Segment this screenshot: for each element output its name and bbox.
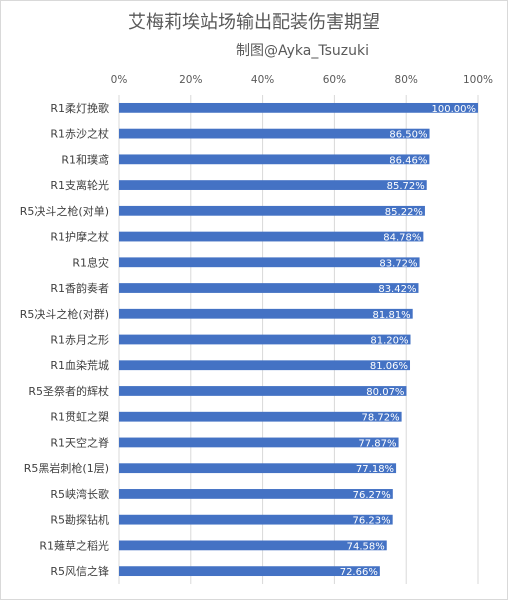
category-label: R1香韵奏者 [50, 281, 109, 295]
bar [119, 360, 411, 371]
data-label: 81.06% [370, 361, 408, 372]
data-label: 83.42% [378, 284, 416, 295]
data-labels: 100.00% 86.50% 86.46% 85.72% 85.22% 84.78% 83.… [340, 104, 476, 578]
x-tick-label: 40% [251, 74, 274, 86]
data-label: 85.22% [385, 207, 423, 218]
data-label: 76.27% [353, 490, 391, 501]
category-label: R5决斗之枪(对单) [20, 204, 109, 218]
bar [119, 386, 407, 396]
x-tick-label: 60% [323, 74, 346, 86]
data-label: 81.81% [373, 310, 411, 321]
category-label: R1护摩之杖 [50, 230, 109, 244]
data-label: 78.72% [361, 413, 399, 424]
data-label: 84.78% [383, 233, 421, 244]
category-label: R1息灾 [72, 255, 109, 269]
category-label: R5决斗之枪(对群) [20, 307, 109, 321]
bar [119, 411, 402, 422]
category-label: R1赤月之形 [50, 333, 109, 347]
x-tick-label: 0% [111, 74, 128, 86]
category-label: R5黑岩刺枪(1层) [24, 461, 109, 475]
category-label: R1赤沙之杖 [50, 127, 109, 141]
bar [119, 180, 427, 190]
bars [119, 102, 478, 577]
bar [119, 566, 380, 577]
category-label: R1柔灯挽歌 [50, 101, 109, 115]
bar [119, 231, 424, 242]
chart-subtitle: 制图@Ayka_Tsuzuki [236, 43, 369, 59]
data-label: 77.18% [356, 464, 394, 475]
data-label: 72.66% [340, 567, 378, 578]
x-tick-label: 20% [179, 74, 202, 86]
category-label: R5圣祭者的辉杖 [28, 384, 109, 398]
bar [119, 154, 430, 165]
category-label: R1支离轮光 [50, 178, 109, 192]
category-labels: R1柔灯挽歌 R1赤沙之杖 R1和璞鸢 R1支离轮光 R5决斗之枪(对单) R1护摩之杖 R… [20, 101, 109, 578]
data-label: 86.50% [389, 130, 427, 141]
chart-title: 艾梅莉埃站场输出配装伤害期望 [128, 12, 380, 33]
category-label: R1薙草之稻光 [39, 538, 109, 552]
x-tick-label: 80% [395, 74, 418, 86]
data-label: 81.20% [370, 336, 408, 347]
data-label: 76.23% [353, 516, 391, 527]
category-label: R1和璞鸢 [61, 152, 109, 166]
data-label: 77.87% [358, 438, 396, 449]
bar [119, 205, 425, 216]
category-label: R5风信之锋 [50, 564, 109, 578]
category-label: R1贯虹之槊 [50, 410, 109, 424]
category-label: R1血染荒城 [50, 358, 109, 372]
data-label: 100.00% [432, 104, 477, 115]
x-axis-ticks: 0% 20% 40% 60% 80% 100% [111, 74, 493, 86]
bar [119, 334, 411, 345]
data-label: 83.72% [379, 258, 417, 269]
bar [119, 514, 393, 525]
category-label: R5勘探钻机 [50, 513, 109, 527]
bar [119, 128, 430, 139]
bar [119, 283, 419, 293]
data-label: 85.72% [387, 181, 425, 192]
bar [119, 463, 397, 474]
bar [119, 102, 478, 113]
data-label: 86.46% [389, 155, 427, 166]
bar [119, 540, 387, 551]
x-tick-label: 100% [463, 74, 493, 86]
data-label: 74.58% [347, 541, 385, 552]
bar [119, 308, 413, 319]
data-label: 80.07% [366, 387, 404, 398]
bar [119, 489, 393, 499]
category-label: R1天空之脊 [50, 435, 109, 449]
bar [119, 437, 399, 448]
bar [119, 257, 420, 268]
category-label: R5峡湾长歌 [50, 487, 109, 501]
